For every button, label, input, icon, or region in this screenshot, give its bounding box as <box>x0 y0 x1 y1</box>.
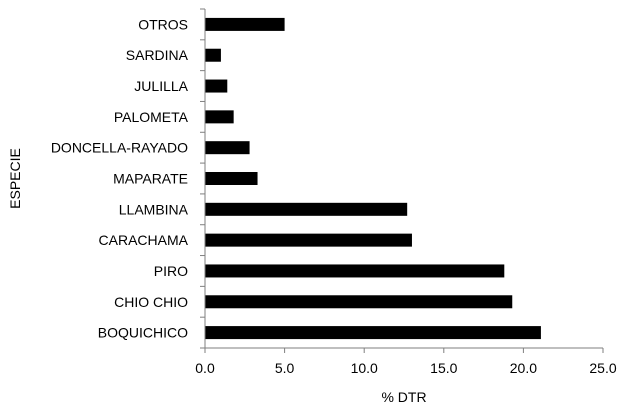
category-label: BOQUICHICO <box>98 325 188 341</box>
category-label: PALOMETA <box>114 109 189 125</box>
x-tick-label: 0.0 <box>195 360 215 376</box>
category-label: JULILLA <box>134 78 188 94</box>
category-label: LLAMBINA <box>119 201 189 217</box>
category-label: CHIO CHIO <box>114 294 188 310</box>
category-label: PIRO <box>154 263 188 279</box>
bar-sardina <box>205 48 221 62</box>
bar-chio-chio <box>205 295 513 309</box>
category-label: MAPARATE <box>113 171 188 187</box>
x-tick-marks <box>204 348 604 353</box>
category-label: SARDINA <box>126 47 189 63</box>
y-axis-title: ESPECIE <box>7 148 23 209</box>
x-tick-label: 20.0 <box>510 360 537 376</box>
bar-piro <box>205 264 505 278</box>
x-tick-label: 25.0 <box>589 360 616 376</box>
bar-doncella-rayado <box>205 141 250 155</box>
x-tick-label: 15.0 <box>430 360 457 376</box>
category-label: DONCELLA-RAYADO <box>51 140 188 156</box>
x-tick-label: 10.0 <box>351 360 378 376</box>
x-axis-title: % DTR <box>381 389 426 405</box>
x-tick-label: 5.0 <box>275 360 295 376</box>
category-labels: BOQUICHICO CHIO CHIO PIRO CARACHAMA LLAMBINA… <box>51 8 205 349</box>
bars-group <box>205 17 541 340</box>
bar-otros <box>205 17 285 31</box>
x-tick-labels: 0.0 5.0 10.0 15.0 20.0 25.0 <box>195 360 617 376</box>
bar-carachama <box>205 233 412 247</box>
bar-palometa <box>205 110 234 124</box>
category-label: CARACHAMA <box>99 232 189 248</box>
bar-julilla <box>205 79 228 93</box>
bar-maparate <box>205 172 258 185</box>
bar-boquichico <box>205 326 541 340</box>
bar-llambina <box>205 202 408 216</box>
category-label: OTROS <box>138 16 188 32</box>
